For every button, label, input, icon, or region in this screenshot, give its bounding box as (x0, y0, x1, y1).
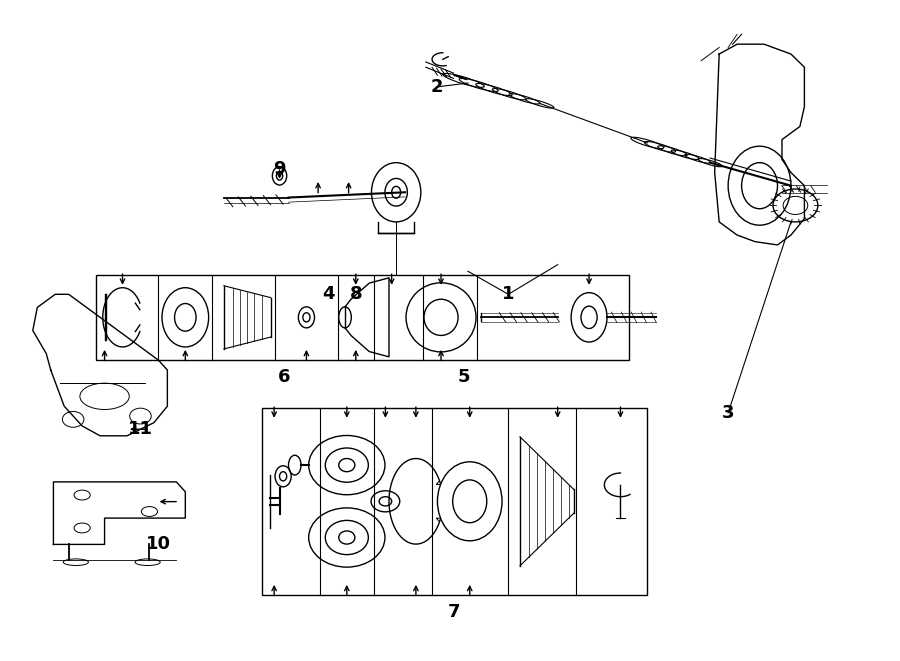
Text: 6: 6 (278, 368, 291, 385)
Text: 2: 2 (430, 78, 443, 96)
Text: 5: 5 (457, 368, 470, 385)
Bar (262, 408, 647, 595)
Text: 4: 4 (322, 286, 335, 303)
Text: 10: 10 (146, 535, 171, 553)
Bar (95, 274, 629, 360)
Text: 9: 9 (274, 160, 286, 178)
Text: 3: 3 (722, 404, 734, 422)
Text: 8: 8 (349, 286, 362, 303)
Text: 7: 7 (448, 603, 461, 621)
Text: 1: 1 (502, 286, 515, 303)
Text: 11: 11 (128, 420, 153, 438)
